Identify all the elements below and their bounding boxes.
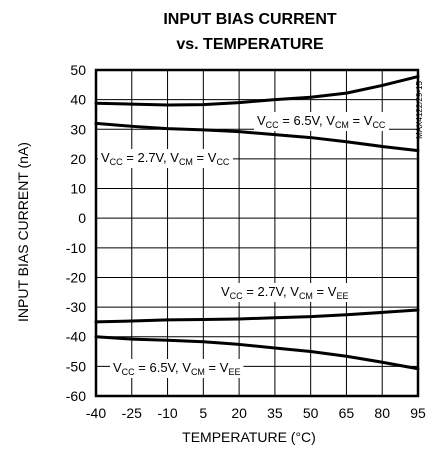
annotation-text: VCC = 2.7V, VCM = VEE xyxy=(221,284,348,301)
y-tick-label: -20 xyxy=(66,269,86,285)
annotation-text: VCC = 2.7V, VCM = VCC xyxy=(101,150,230,167)
x-tick-label: 80 xyxy=(374,405,390,421)
y-tick-label: -10 xyxy=(66,240,86,256)
y-tick-label: 30 xyxy=(70,121,86,137)
y-tick-label: -30 xyxy=(66,299,86,315)
series-line xyxy=(94,335,420,371)
y-tick-label: -50 xyxy=(66,358,86,374)
chart-title: INPUT BIAS CURRENT xyxy=(163,11,337,28)
x-tick-label: 65 xyxy=(339,405,355,421)
tick-labels: -40 -25 -10 5 20 35 50 65 80 95 50 40 30 20 10 0 -10 -20 -… xyxy=(66,62,426,421)
x-tick-label: -10 xyxy=(157,405,177,421)
series-annotations: VCC = 6.5V, VCM = VCC VCC = 2.7V, VCM = V… xyxy=(98,112,389,378)
series-line xyxy=(94,75,420,107)
x-tick-label: 50 xyxy=(303,405,319,421)
y-tick-label: -60 xyxy=(66,388,86,404)
chart-subtitle: vs. TEMPERATURE xyxy=(176,36,324,53)
x-tick-label: 95 xyxy=(410,405,426,421)
x-tick-label: -25 xyxy=(122,405,142,421)
series-annotation: VCC = 6.5V, VCM = VCC xyxy=(254,112,389,131)
y-tick-label: 20 xyxy=(70,151,86,167)
annotation-text: VCC = 6.5V, VCM = VEE xyxy=(113,360,240,377)
x-tick-label: -40 xyxy=(86,405,106,421)
x-tick-label: 35 xyxy=(267,405,283,421)
y-tick-label: 50 xyxy=(70,62,86,78)
y-tick-label: 0 xyxy=(78,210,86,226)
part-number: MAX4122/29-15 xyxy=(415,81,424,139)
x-axis-label: TEMPERATURE (°C) xyxy=(182,429,316,445)
y-axis-label: INPUT BIAS CURRENT (nA) xyxy=(15,142,31,322)
plot-frame xyxy=(94,68,420,398)
series-line xyxy=(94,308,420,324)
x-tick-label: 5 xyxy=(199,405,207,421)
annotation-text: VCC = 6.5V, VCM = VCC xyxy=(257,113,386,130)
series-annotation: VCC = 2.7V, VCM = VCC xyxy=(98,149,233,168)
y-tick-label: -40 xyxy=(66,329,86,345)
series-line xyxy=(94,121,420,153)
y-tick-label: 10 xyxy=(70,181,86,197)
series-annotation: VCC = 2.7V, VCM = VEE xyxy=(218,283,352,302)
y-tick-label: 40 xyxy=(70,92,86,108)
x-tick-label: 20 xyxy=(231,405,247,421)
series-annotation: VCC = 6.5V, VCM = VEE xyxy=(110,359,244,378)
series-lines xyxy=(94,75,420,371)
